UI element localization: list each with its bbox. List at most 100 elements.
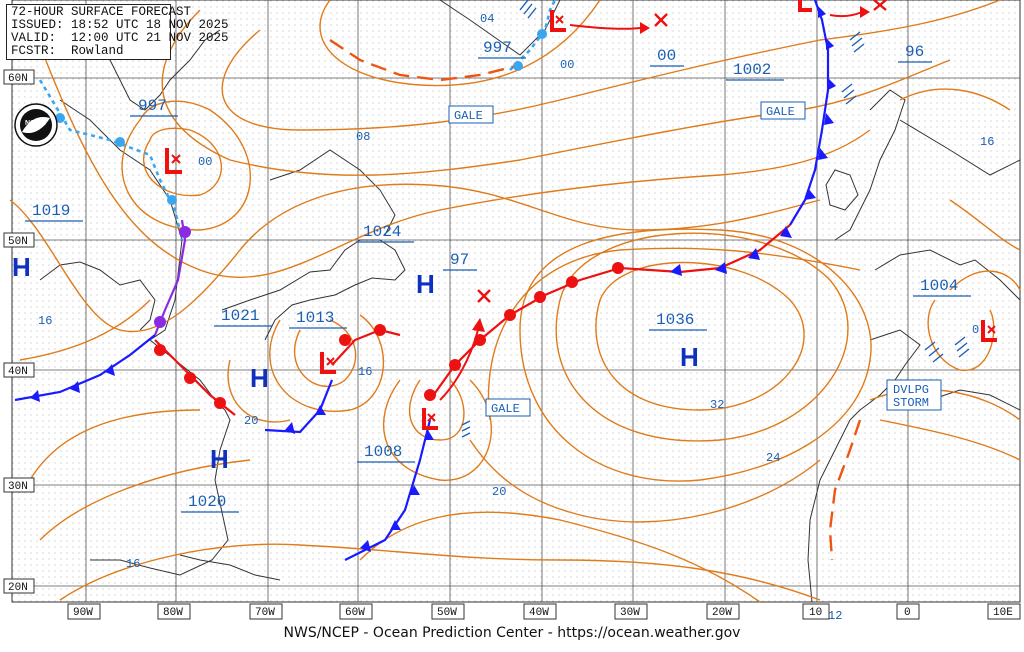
gale-warning-box <box>760 101 806 120</box>
high-pressure-west-edge: H <box>12 252 31 282</box>
wind-barbs <box>461 0 970 438</box>
pressure-label: 1024 <box>363 223 401 241</box>
isobar-value: 00 <box>198 155 212 169</box>
warm-front-pip <box>612 262 624 274</box>
cold-front-pip <box>828 78 836 90</box>
isobar-value: 08 <box>356 130 370 144</box>
cold-front-west <box>14 334 156 402</box>
footer-credit: NWS/NCEP - Ocean Prediction Center - htt… <box>283 625 741 641</box>
low-hudson <box>165 148 182 174</box>
lat-label: 40N <box>8 366 28 378</box>
occluded-front-pip <box>179 226 191 238</box>
lon-label: 90W <box>73 607 93 619</box>
low-symbols <box>165 0 997 430</box>
header-title: 72-HOUR SURFACE FORECAST <box>11 5 192 19</box>
developing-label: DVLPG <box>893 383 929 397</box>
header-valid: VALID: 12:00 UTC 21 NOV 2025 <box>11 31 229 45</box>
stationary-front-pip <box>55 113 65 123</box>
cold-front-pip <box>30 390 40 402</box>
low-greenland <box>550 10 668 34</box>
low-ireland <box>798 0 887 18</box>
stationary-front-pip <box>537 29 547 39</box>
cold-front-nova-scotia <box>264 379 334 434</box>
gale-warning-box <box>485 398 531 417</box>
warm-front-pip <box>504 309 516 321</box>
trough-greenland <box>329 39 521 82</box>
pressure-label: 1013 <box>296 309 334 327</box>
lon-label: 50W <box>437 607 457 619</box>
stationary-front-hudson <box>38 79 184 241</box>
isobar-value: 16 <box>358 365 372 379</box>
pressure-label: 97 <box>450 251 469 269</box>
high-pressure-southeast-us: H <box>210 444 229 474</box>
isobar-value: 24 <box>766 451 780 465</box>
pressure-label: 1020 <box>188 493 226 511</box>
storm-warning-box <box>886 379 942 411</box>
cold-front-pip <box>105 364 115 376</box>
warnings: GALE GALE GALE DVLPG STORM <box>448 101 942 417</box>
warm-front-pip <box>449 359 461 371</box>
lat-label: 20N <box>8 582 28 594</box>
warm-front-pip <box>424 389 436 401</box>
lon-label: 10 <box>809 607 822 619</box>
stationary-front-greenland <box>509 0 557 71</box>
low-iberia <box>981 320 997 342</box>
cold-front-pip <box>360 540 371 552</box>
pressure-label: 1008 <box>364 443 402 461</box>
map-frame <box>11 0 1021 603</box>
front-symbols <box>30 6 836 552</box>
warm-front-pip <box>374 324 386 336</box>
pressure-labels: 997 997 00 1002 96 1019 1024 97 1021 101… <box>25 39 971 513</box>
coastlines <box>39 0 1021 603</box>
warm-front-pip <box>154 344 166 356</box>
warm-front-pip <box>184 372 196 384</box>
pressure-label: 997 <box>483 39 512 57</box>
lat-label: 30N <box>8 481 28 493</box>
isobar-value: 20 <box>492 485 506 499</box>
occluded-front-pip <box>154 316 166 328</box>
warm-front-pip <box>566 276 578 288</box>
isobar-value: 00 <box>560 58 574 72</box>
low-central-atlantic <box>422 289 491 430</box>
cold-front-pip <box>410 485 420 495</box>
pressure-label: 1036 <box>656 311 694 329</box>
warm-front-nova-scotia <box>331 328 401 366</box>
gale-warning-label: GALE <box>766 105 795 119</box>
header-issued: ISSUED: 18:52 UTC 18 NOV 2025 <box>11 18 229 32</box>
noaa-logo-text: NOAA <box>25 120 46 127</box>
high-pressure-newfoundland: H <box>416 269 435 299</box>
forecast-header: 72-HOUR SURFACE FORECAST ISSUED: 18:52 UT… <box>6 4 229 60</box>
lat-label: 50N <box>8 236 28 248</box>
high-pressure-azores: H <box>680 342 699 372</box>
isobar-value: 16 <box>980 135 994 149</box>
isobar-value: 16 <box>126 557 140 571</box>
cold-front-pip <box>670 264 682 276</box>
isobar-value: 32 <box>710 398 724 412</box>
lon-label: 0 <box>904 607 911 619</box>
cold-front-pip <box>715 262 727 274</box>
lat-label: 60N <box>8 73 28 85</box>
stationary-front-pip <box>115 137 125 147</box>
gale-warning-label: GALE <box>454 109 483 123</box>
isobar-value: 20 <box>244 414 258 428</box>
cold-front-pip <box>70 381 80 393</box>
gale-warning-box <box>448 105 494 124</box>
cold-front-pip <box>826 38 834 50</box>
longitude-labels: 90W 80W 70W 60W 50W 40W 30W 20W 10 0 10E <box>67 603 1021 620</box>
isobar-value: 16 <box>38 314 52 328</box>
pressure-label: 00 <box>657 47 676 65</box>
header-forecaster: FCSTR: Rowland <box>11 44 124 58</box>
cold-front-central <box>344 419 432 561</box>
warm-front-pip <box>534 291 546 303</box>
isobar-value: 0 <box>972 323 979 337</box>
stationary-front-pip <box>513 61 523 71</box>
isobar-value: 12 <box>828 609 842 623</box>
isobar-value-labels: 04 00 08 00 16 16 20 32 24 20 16 12 0 16 <box>38 12 994 623</box>
pressure-label: 1004 <box>920 277 958 295</box>
cold-front-pip <box>824 113 834 125</box>
high-pressure-canada-coast: H <box>250 363 269 393</box>
lon-label: 30W <box>620 607 640 619</box>
lon-label: 80W <box>163 607 183 619</box>
stationary-front-pip <box>167 195 177 205</box>
